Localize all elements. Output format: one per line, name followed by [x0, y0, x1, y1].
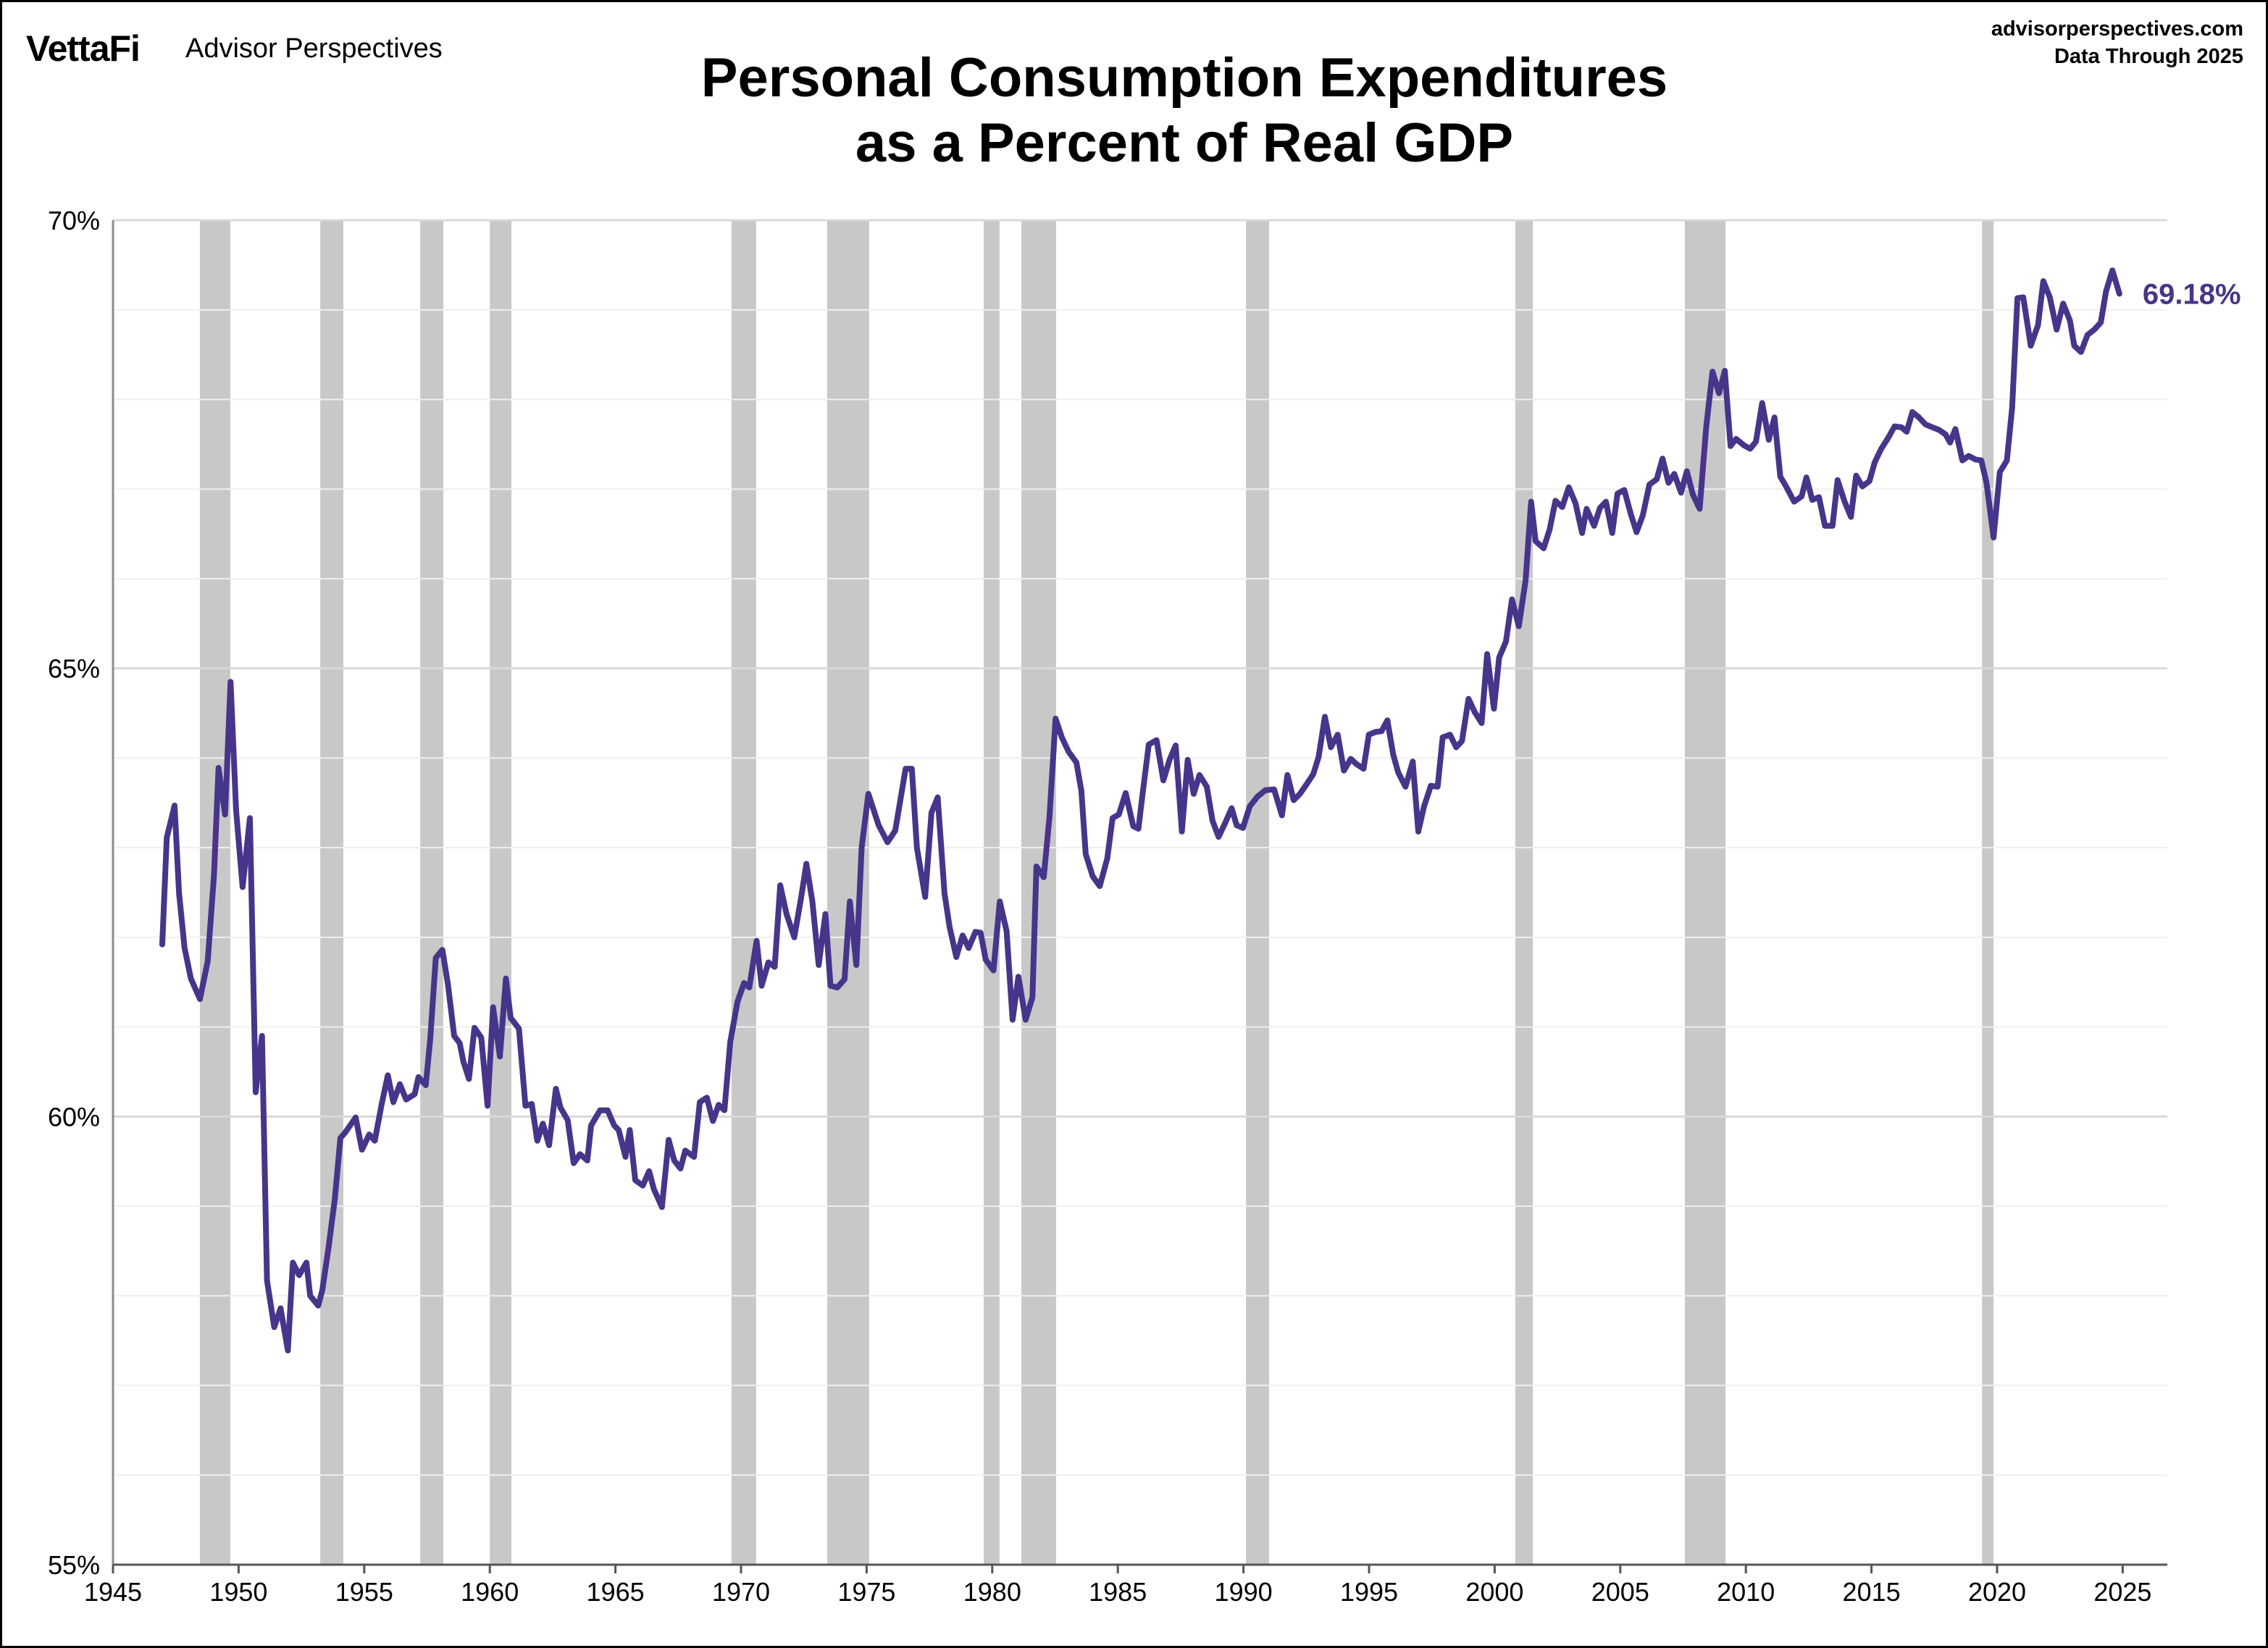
x-tick-label: 1990: [1215, 1577, 1273, 1607]
y-tick-label: 55%: [48, 1550, 100, 1580]
x-tick-label: 1950: [209, 1577, 267, 1607]
x-tick-label: 1960: [461, 1577, 519, 1607]
vettafi-logo: VettaFi: [26, 28, 141, 69]
y-axis-labels: 55% 60% 65% 70%: [48, 206, 100, 1580]
series-layer: [159, 267, 2122, 1354]
y-tick-label: 60%: [48, 1102, 100, 1132]
axes: [112, 220, 2167, 1573]
x-tick-label: 2015: [1843, 1577, 1901, 1607]
end-value-label: 69.18%: [2143, 278, 2241, 310]
recession-band: [1246, 220, 1269, 1565]
x-tick-label: 1945: [84, 1577, 142, 1607]
x-tick-label: 2020: [1968, 1577, 2026, 1607]
x-tick-label: 2010: [1717, 1577, 1775, 1607]
recession-band: [420, 220, 444, 1565]
recession-band: [490, 220, 512, 1565]
x-tick-label: 1970: [712, 1577, 770, 1607]
x-tick-label: 1985: [1089, 1577, 1147, 1607]
recession-band: [320, 220, 344, 1565]
recession-band: [1982, 220, 1994, 1565]
x-tick-label: 2005: [1591, 1577, 1649, 1607]
recession-band: [1021, 220, 1056, 1565]
x-axis-labels: 1945 1950 1955 1960 1965 1970 1975 1980 1985 1990…: [84, 1577, 2151, 1607]
x-tick-label: 1965: [587, 1577, 645, 1607]
x-tick-label: 2000: [1465, 1577, 1523, 1607]
y-tick-label: 65%: [48, 654, 100, 684]
recession-band: [984, 220, 1000, 1565]
recession-band: [1515, 220, 1533, 1565]
x-tick-label: 1975: [837, 1577, 895, 1607]
recession-bands: [199, 220, 1994, 1565]
chart-title: Personal Consumption Expenditures: [700, 47, 1668, 109]
series-line: [159, 267, 2122, 1354]
x-tick-label: 1955: [335, 1577, 393, 1607]
recession-band: [827, 220, 869, 1565]
data-through-note: Data Through 2025: [2054, 45, 2243, 68]
x-tick-label: 2025: [2093, 1577, 2151, 1607]
recession-band: [731, 220, 756, 1565]
source-site: advisorperspectives.com: [1991, 17, 2243, 41]
brand-name: Advisor Perspectives: [185, 33, 443, 64]
x-tick-label: 1995: [1340, 1577, 1398, 1607]
chart-subtitle: as a Percent of Real GDP: [855, 112, 1514, 174]
x-tick-label: 1980: [963, 1577, 1021, 1607]
y-tick-label: 70%: [48, 206, 100, 235]
